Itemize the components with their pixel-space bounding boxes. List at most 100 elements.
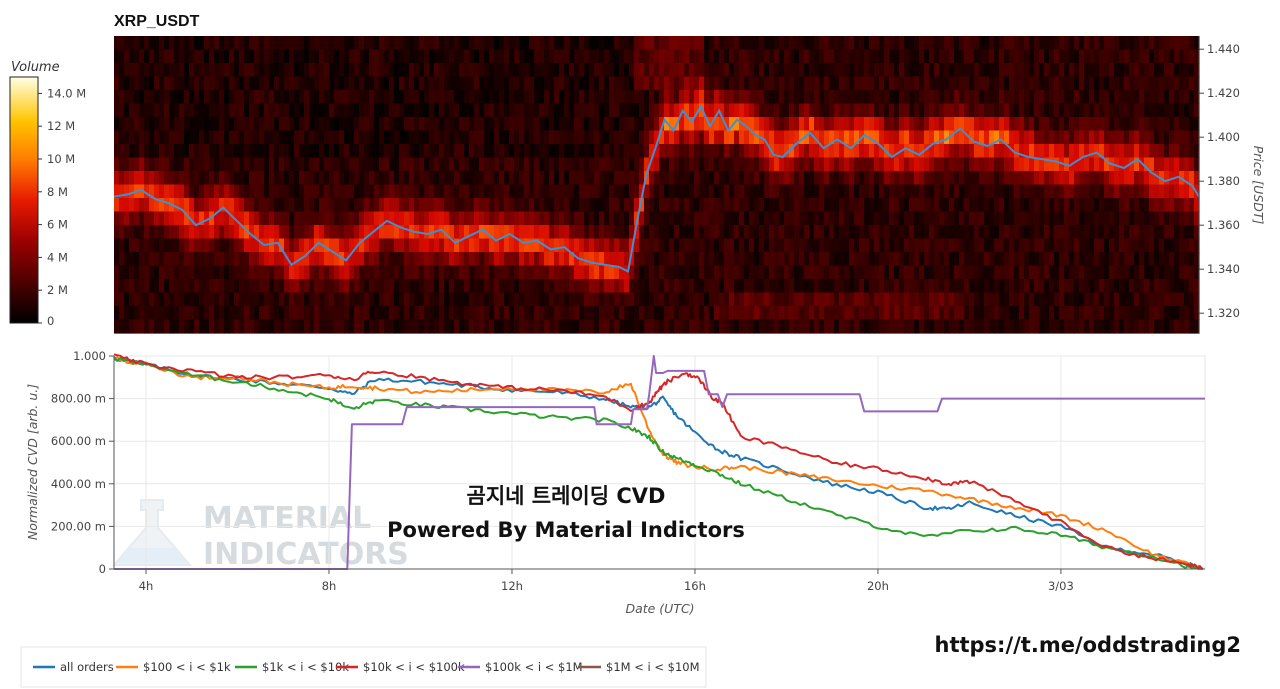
heatmap-cell — [449, 252, 455, 267]
heatmap-cell — [1169, 265, 1175, 280]
heatmap-cell — [359, 36, 365, 51]
heatmap-cell — [159, 76, 165, 91]
heatmap-cell — [554, 265, 560, 280]
heatmap-cell — [794, 238, 800, 253]
heatmap-cell — [1139, 238, 1145, 253]
heatmap-cell — [629, 265, 635, 280]
heatmap-cell — [159, 265, 165, 280]
heatmap-cell — [1139, 171, 1145, 186]
heatmap-cell — [509, 171, 515, 186]
heatmap-cell — [294, 63, 300, 78]
heatmap-cell — [119, 171, 125, 186]
heatmap-cell — [1004, 49, 1010, 64]
heatmap-cell — [534, 90, 540, 105]
heatmap-cell — [904, 198, 910, 213]
heatmap-cell — [854, 198, 860, 213]
heatmap-cell — [974, 36, 980, 51]
heatmap-cell — [179, 90, 185, 105]
cvd-series-line — [113, 356, 1204, 570]
heatmap-cell — [219, 76, 225, 91]
heatmap-cell — [1144, 90, 1150, 105]
heatmap-cell — [1179, 76, 1185, 91]
heatmap-cell — [989, 76, 995, 91]
heatmap-cell — [504, 292, 510, 307]
heatmap-cell — [319, 319, 325, 334]
telegram-link[interactable]: https://t.me/oddstrading2 — [935, 633, 1242, 657]
heatmap-cell — [414, 49, 420, 64]
heatmap-cell — [1084, 265, 1090, 280]
heatmap-cell — [999, 144, 1005, 159]
heatmap-cell — [254, 63, 260, 78]
heatmap-cell — [119, 49, 125, 64]
heatmap-cell — [1089, 117, 1095, 132]
heatmap-cell — [159, 306, 165, 321]
heatmap-cell — [694, 198, 700, 213]
heatmap-cell — [394, 225, 400, 240]
heatmap-cell — [574, 117, 580, 132]
heatmap-cell — [939, 211, 945, 226]
heatmap-cell — [939, 63, 945, 78]
heatmap-cell — [234, 319, 240, 334]
heatmap-cell — [814, 171, 820, 186]
heatmap-cell — [774, 184, 780, 199]
heatmap-cell — [1019, 130, 1025, 145]
heatmap-cell — [399, 117, 405, 132]
heatmap-cell — [409, 252, 415, 267]
heatmap-cell — [549, 36, 555, 51]
heatmap-cell — [434, 144, 440, 159]
heatmap-cell — [1059, 49, 1065, 64]
heatmap-cell — [959, 36, 965, 51]
heatmap-cell — [689, 306, 695, 321]
heatmap-cell — [1059, 279, 1065, 294]
heatmap-cell — [664, 130, 670, 145]
heatmap-cell — [114, 292, 120, 307]
heatmap-cell — [229, 130, 235, 145]
heatmap-cell — [899, 103, 905, 118]
heatmap-cell — [319, 306, 325, 321]
heatmap-cell — [119, 252, 125, 267]
heatmap-cell — [409, 144, 415, 159]
heatmap-cell — [744, 319, 750, 334]
heatmap-cell — [1104, 184, 1110, 199]
heatmap-cell — [1189, 90, 1195, 105]
heatmap-cell — [869, 306, 875, 321]
heatmap-cell — [989, 225, 995, 240]
heatmap-cell — [279, 49, 285, 64]
heatmap-cell — [769, 49, 775, 64]
heatmap-cell — [139, 49, 145, 64]
heatmap-cell — [714, 36, 720, 51]
heatmap-cell — [274, 103, 280, 118]
heatmap-cell — [1174, 265, 1180, 280]
heatmap-cell — [879, 198, 885, 213]
heatmap-cell — [574, 76, 580, 91]
heatmap-cell — [629, 211, 635, 226]
heatmap-cell — [694, 171, 700, 186]
heatmap-cell — [249, 49, 255, 64]
heatmap-cell — [559, 103, 565, 118]
heatmap-cell — [604, 90, 610, 105]
heatmap-cell — [719, 90, 725, 105]
heatmap-cell — [639, 306, 645, 321]
heatmap-cell — [754, 130, 760, 145]
heatmap-cell — [599, 76, 605, 91]
heatmap-cell — [594, 103, 600, 118]
heatmap-cell — [989, 36, 995, 51]
watermark-line-1: MATERIAL — [203, 501, 371, 536]
heatmap-cell — [169, 103, 175, 118]
cvd-series-line — [114, 355, 1205, 570]
heatmap-cell — [934, 130, 940, 145]
heatmap-cell — [1024, 279, 1030, 294]
heatmap-cell — [809, 184, 815, 199]
heatmap-cell — [314, 49, 320, 64]
heatmap-cell — [904, 63, 910, 78]
heatmap-cell — [979, 319, 985, 334]
heatmap-cell — [1094, 117, 1100, 132]
heatmap-cell — [164, 306, 170, 321]
heatmap-cell — [979, 157, 985, 172]
heatmap-cell — [1194, 144, 1200, 159]
heatmap-cell — [199, 198, 205, 213]
heatmap-cell — [734, 198, 740, 213]
heatmap-cell — [1129, 238, 1135, 253]
heatmap-cell — [584, 292, 590, 307]
heatmap-cell — [1124, 252, 1130, 267]
